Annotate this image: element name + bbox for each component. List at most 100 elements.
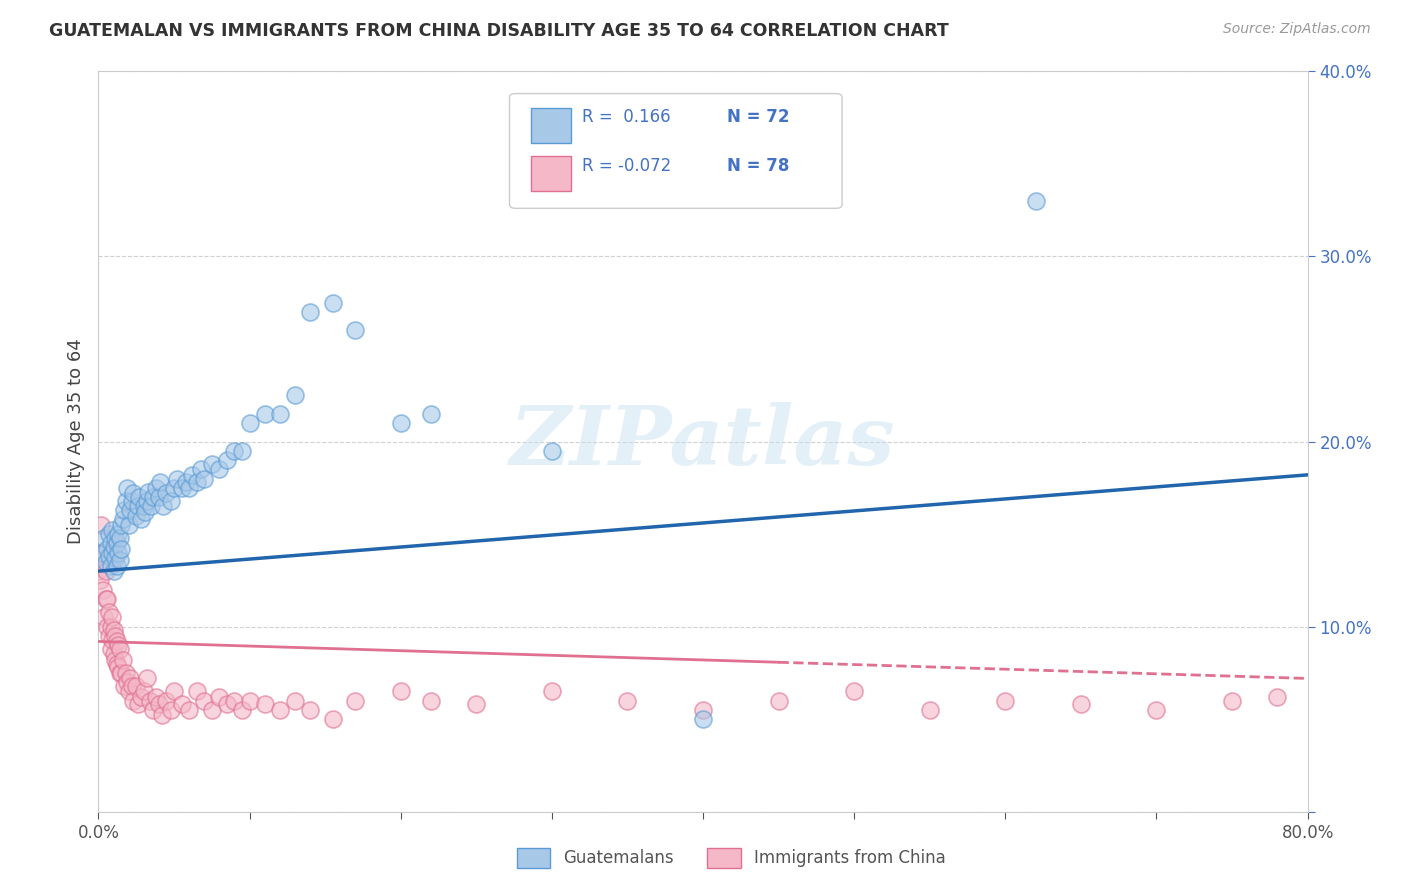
Point xyxy=(163,481,186,495)
Point xyxy=(100,558,122,573)
Point xyxy=(201,703,224,717)
Point xyxy=(186,475,208,490)
Point xyxy=(93,531,115,545)
Point xyxy=(1024,194,1046,208)
Point xyxy=(186,684,208,698)
Point xyxy=(132,684,155,698)
Point xyxy=(692,703,714,717)
Point xyxy=(692,712,714,726)
Point xyxy=(768,694,790,708)
Point xyxy=(170,698,193,712)
Y-axis label: Disability Age 35 to 64: Disability Age 35 to 64 xyxy=(66,339,84,544)
Point xyxy=(215,698,238,712)
Point xyxy=(166,472,188,486)
Point xyxy=(163,684,186,698)
Point xyxy=(1070,698,1092,712)
Point xyxy=(239,694,262,708)
Point xyxy=(616,694,638,708)
Point xyxy=(104,653,127,667)
Point xyxy=(122,486,145,500)
Point xyxy=(155,486,177,500)
Point xyxy=(112,503,135,517)
Point xyxy=(994,694,1017,708)
Point xyxy=(844,684,866,698)
Point xyxy=(100,536,122,550)
Point xyxy=(918,703,941,717)
Text: GUATEMALAN VS IMMIGRANTS FROM CHINA DISABILITY AGE 35 TO 64 CORRELATION CHART: GUATEMALAN VS IMMIGRANTS FROM CHINA DISA… xyxy=(49,22,949,40)
Point xyxy=(108,553,131,567)
Point xyxy=(90,517,112,532)
Point xyxy=(107,638,129,652)
Point xyxy=(120,672,142,686)
Point xyxy=(129,512,152,526)
Point xyxy=(112,679,135,693)
Point xyxy=(121,679,143,693)
Point xyxy=(540,443,562,458)
Point xyxy=(231,443,253,458)
Point xyxy=(94,564,117,578)
Point xyxy=(215,453,238,467)
Point xyxy=(193,472,215,486)
Point xyxy=(239,416,262,430)
Point xyxy=(125,508,148,523)
Point xyxy=(94,555,117,569)
Point xyxy=(103,624,125,638)
Point xyxy=(101,545,124,560)
Point xyxy=(174,475,197,490)
Point xyxy=(110,665,132,680)
Point xyxy=(118,684,141,698)
Point xyxy=(141,500,163,514)
Point xyxy=(105,657,128,671)
Point xyxy=(231,703,253,717)
Point xyxy=(125,679,148,693)
Point xyxy=(98,605,121,619)
Point xyxy=(110,517,132,532)
Point xyxy=(1220,694,1243,708)
FancyBboxPatch shape xyxy=(531,156,571,191)
Point xyxy=(1267,690,1289,704)
Point xyxy=(253,407,276,421)
Point xyxy=(108,641,131,656)
Point xyxy=(128,490,150,504)
Point xyxy=(208,462,231,476)
Point xyxy=(129,690,152,704)
Point xyxy=(193,694,215,708)
Point xyxy=(224,443,246,458)
Point xyxy=(142,490,165,504)
Point xyxy=(253,698,276,712)
Point xyxy=(1144,703,1167,717)
Point xyxy=(284,388,307,402)
Text: R =  0.166: R = 0.166 xyxy=(582,109,671,127)
Point xyxy=(96,541,118,556)
Point xyxy=(299,305,322,319)
Point xyxy=(121,493,143,508)
Point xyxy=(105,558,128,573)
Point xyxy=(111,653,134,667)
Point xyxy=(389,684,412,698)
Point xyxy=(111,512,134,526)
Point xyxy=(110,541,132,556)
Point xyxy=(87,564,110,578)
Point xyxy=(101,524,124,538)
Point xyxy=(284,694,307,708)
FancyBboxPatch shape xyxy=(509,94,842,209)
Point xyxy=(389,416,412,430)
Point xyxy=(96,591,118,606)
Text: R = -0.072: R = -0.072 xyxy=(582,156,671,175)
Point xyxy=(98,527,121,541)
Point xyxy=(132,500,155,514)
Point xyxy=(465,698,488,712)
Point xyxy=(120,503,142,517)
Point xyxy=(93,610,115,624)
FancyBboxPatch shape xyxy=(531,108,571,144)
Point xyxy=(160,703,183,717)
Point xyxy=(181,467,204,482)
Point xyxy=(344,694,367,708)
Point xyxy=(145,690,167,704)
Point xyxy=(104,531,127,545)
Point xyxy=(201,457,224,471)
Point xyxy=(420,407,443,421)
Point xyxy=(107,527,129,541)
Point xyxy=(103,648,125,662)
Point xyxy=(98,549,121,564)
